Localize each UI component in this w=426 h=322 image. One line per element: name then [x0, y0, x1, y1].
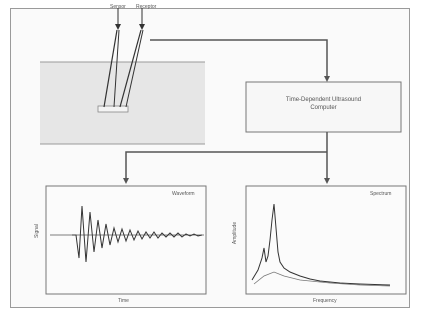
processor-label-line1: Time-Dependent Ultrasound: [285, 97, 362, 103]
connector-sensor-to-processor: [150, 39, 328, 78]
waveform-trace: [72, 205, 203, 263]
processor-label: Time-Dependent Ultrasound Computer: [246, 96, 401, 112]
spectrum-trace: [251, 203, 391, 286]
defect-target: [97, 105, 129, 113]
connector-arrowhead-processor: [324, 76, 330, 82]
connector-to-waveform: [125, 151, 327, 180]
sensor-label: Sensor: [110, 4, 126, 10]
receptor-label: Receptor: [136, 4, 157, 10]
spectrum-ylabel: Amplitude: [232, 221, 239, 245]
processor-box: [245, 81, 402, 133]
spectrum-title: Spectrum: [370, 191, 392, 197]
material-slab: [40, 62, 205, 144]
connector-arrowhead-waveform: [123, 178, 129, 184]
spectrum-baseline-curve: [253, 271, 391, 287]
connector-arrowhead-spectrum: [324, 178, 330, 184]
processor-label-line2: Computer: [310, 105, 337, 111]
sensor-arrowhead: [115, 24, 121, 30]
sensor-beam-left2: [113, 29, 120, 108]
waveform-xlabel: Time: [118, 298, 129, 304]
sensor-beam-left: [103, 29, 118, 108]
sensor-beam-right2: [125, 29, 144, 108]
spectrum-panel: [245, 185, 407, 295]
waveform-ylabel: Signal: [33, 224, 40, 238]
sensor-beam-right: [119, 29, 142, 108]
receptor-arrowhead: [139, 24, 145, 30]
spectrum-xlabel: Frequency: [313, 298, 337, 304]
waveform-title: Waveform: [172, 191, 195, 197]
